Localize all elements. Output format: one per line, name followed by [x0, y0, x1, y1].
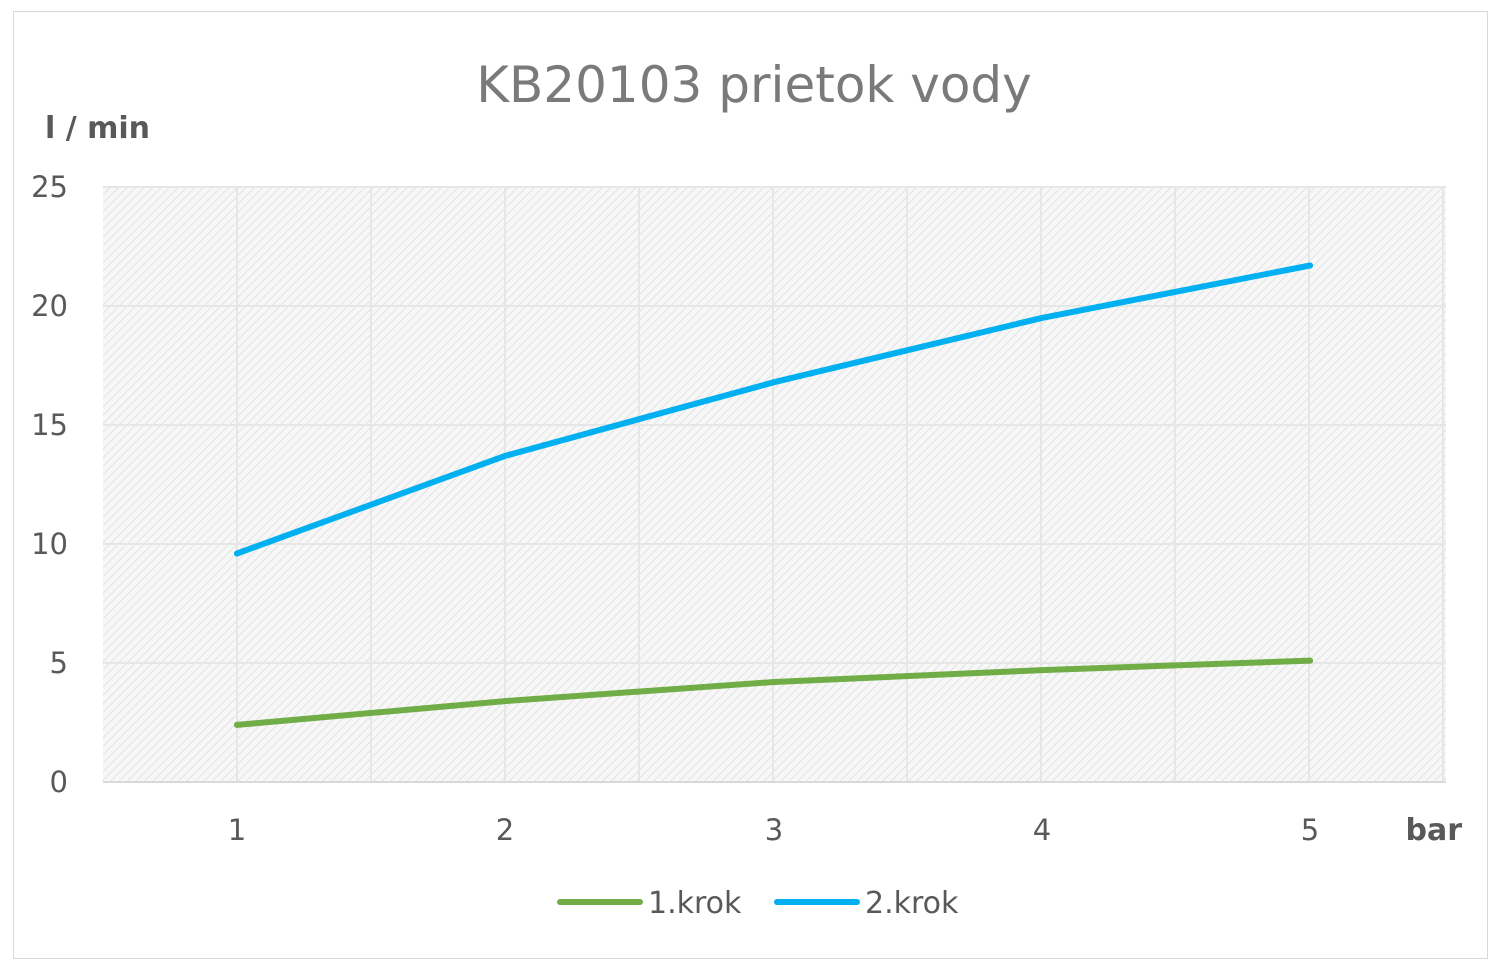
data-point	[502, 452, 508, 459]
x-tick-label: 4	[1033, 813, 1051, 847]
y-axis-ticks: 0 5 10 15 20 25	[31, 170, 68, 799]
x-tick-label: 1	[228, 813, 246, 847]
x-axis-label: bar	[1405, 813, 1462, 848]
data-point	[234, 721, 240, 728]
data-point	[502, 698, 508, 705]
legend-label: 2.krok	[865, 886, 959, 921]
data-point	[771, 679, 777, 686]
chart-frame	[13, 11, 1488, 959]
y-axis-label: l / min	[45, 111, 150, 146]
y-tick-label: 0	[50, 765, 68, 799]
data-point	[1039, 667, 1045, 674]
x-tick-label: 2	[496, 813, 514, 847]
legend: 1.krok 2.krok	[557, 886, 959, 921]
y-tick-label: 20	[31, 289, 68, 323]
y-tick-label: 10	[31, 527, 68, 561]
x-tick-label: 3	[765, 813, 783, 847]
x-axis-ticks: 1 2 3 4 5	[228, 813, 1319, 847]
x-tick-label: 5	[1301, 813, 1319, 847]
y-tick-label: 15	[31, 408, 68, 442]
legend-label: 1.krok	[648, 886, 742, 921]
data-point	[771, 379, 777, 386]
data-point	[1307, 262, 1313, 269]
data-point	[1307, 657, 1313, 664]
gridlines	[103, 186, 1446, 783]
chart-title: KB20103 prietok vody	[476, 56, 1032, 114]
series-lines	[234, 262, 1313, 728]
y-tick-label: 5	[50, 646, 68, 680]
data-point	[234, 550, 240, 557]
y-tick-label: 25	[31, 170, 68, 204]
data-point	[1039, 314, 1045, 321]
